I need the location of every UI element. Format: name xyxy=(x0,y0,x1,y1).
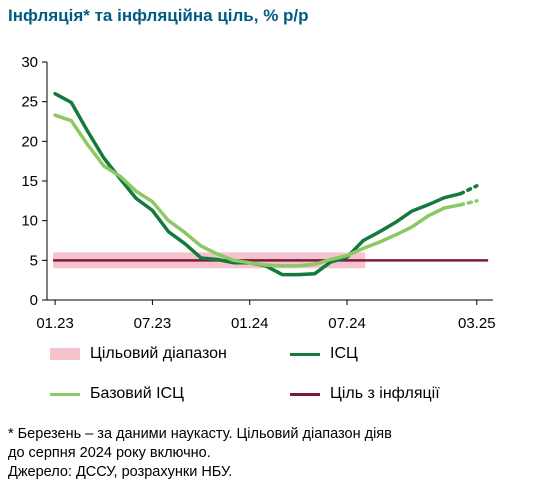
x-tick-label: 01.23 xyxy=(36,315,74,332)
chart-title: Інфляція* та інфляційна ціль, % р/р xyxy=(8,6,309,25)
y-tick-label: 25 xyxy=(21,94,38,111)
x-tick-label: 07.24 xyxy=(328,315,366,332)
legend-item-core: Базовий ІСЦ xyxy=(50,385,184,403)
series-forecast-1 xyxy=(458,199,479,207)
series-line-1 xyxy=(53,113,463,268)
footnote: * Березень – за даними наукасту. Цільови… xyxy=(8,425,528,482)
legend-label-target: Ціль з інфляції xyxy=(330,385,440,402)
y-tick-label: 20 xyxy=(21,133,38,150)
legend-swatch-core xyxy=(50,392,80,396)
y-tick-label: 0 xyxy=(30,292,38,309)
legend-item-target: Ціль з інфляції xyxy=(290,385,440,403)
legend-swatch-cpi xyxy=(290,352,320,356)
chart-legend: Цільовий діапазон ІСЦ Базовий ІСЦ Ціль з… xyxy=(50,340,530,420)
footnote-line-2: до серпня 2024 року включно. xyxy=(8,445,211,461)
x-tick-label: 03.25 xyxy=(458,315,496,332)
y-tick-label: 15 xyxy=(21,173,38,190)
legend-item-cpi: ІСЦ xyxy=(290,345,358,363)
legend-label-band: Цільовий діапазон xyxy=(90,345,227,362)
series-forecast-0 xyxy=(458,184,479,196)
footnote-line-1: * Березень – за даними наукасту. Цільови… xyxy=(8,426,392,442)
y-tick-label: 5 xyxy=(30,252,38,269)
footnote-source: Джерело: ДССУ, розрахунки НБУ. xyxy=(8,464,233,480)
legend-swatch-band xyxy=(50,348,80,360)
legend-item-band: Цільовий діапазон xyxy=(50,345,227,363)
legend-label-cpi: ІСЦ xyxy=(330,345,358,362)
inflation-chart: 0 5 10 15 20 25 30 01.23 07.23 01.24 07.24 03.25 xyxy=(21,54,495,332)
y-tick-label: 10 xyxy=(21,213,38,230)
x-tick-label: 01.24 xyxy=(231,315,269,332)
x-tick-label: 07.23 xyxy=(134,315,172,332)
y-tick-label: 30 xyxy=(21,54,38,71)
plot-area: 0 5 10 15 20 25 30 01.23 07.23 01.24 07.24 03.25 xyxy=(21,54,495,332)
series-line-0 xyxy=(53,91,463,277)
legend-swatch-target xyxy=(290,392,320,396)
legend-label-core: Базовий ІСЦ xyxy=(90,385,184,402)
